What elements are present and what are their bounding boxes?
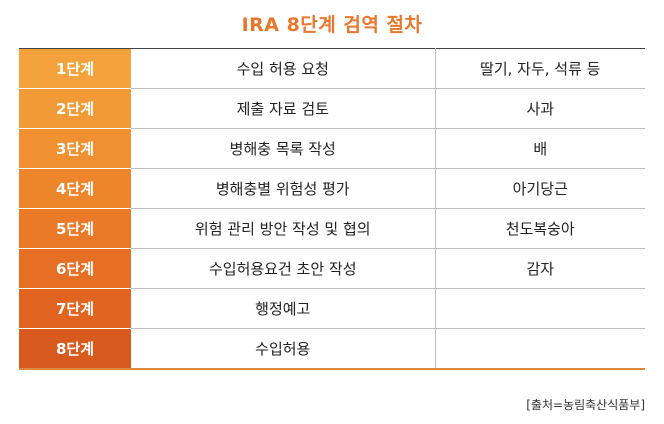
table-title: IRA 8단계 검역 절차 (241, 14, 423, 36)
step-label: 6단계 (19, 248, 131, 289)
process-cell: 병해충 목록 작성 (131, 128, 435, 169)
table-row: 1단계 수입 허용 요청 딸기, 자두, 석류 등 (19, 48, 645, 89)
table-row: 2단계 제출 자료 검토 사과 (19, 88, 645, 129)
item-cell: 배 (434, 128, 645, 169)
item-cell: 아기당근 (434, 168, 645, 209)
process-cell: 위험 관리 방안 작성 및 협의 (131, 208, 435, 249)
step-label: 5단계 (19, 208, 131, 249)
table-row: 6단계 수입허용요건 초안 작성 감자 (19, 248, 645, 289)
step-label: 8단계 (19, 328, 131, 369)
process-cell: 병해충별 위험성 평가 (131, 168, 435, 209)
source-note: [출처=농림축산식품부] (526, 398, 645, 412)
step-label: 2단계 (19, 88, 131, 129)
table-row: 3단계 병해충 목록 작성 배 (19, 128, 645, 169)
item-cell: 사과 (434, 88, 645, 129)
table-row: 5단계 위험 관리 방안 작성 및 협의 천도복숭아 (19, 208, 645, 249)
step-label: 7단계 (19, 288, 131, 329)
process-cell: 제출 자료 검토 (131, 88, 435, 129)
process-cell: 수입허용 (255, 340, 311, 358)
item-cell: 천도복숭아 (434, 208, 645, 249)
process-cell: 수입 허용 요청 (131, 48, 435, 89)
item-cell: 감자 (434, 248, 645, 289)
process-cell: 행정예고 (131, 288, 435, 329)
step-label: 3단계 (19, 128, 131, 169)
quarantine-steps-table: 1단계 수입 허용 요청 딸기, 자두, 석류 등 2단계 제출 자료 검토 사과 3단계 병… (19, 48, 645, 370)
item-cell (434, 288, 645, 329)
step-label: 1단계 (19, 48, 131, 89)
table-row: 7단계 행정예고 (19, 288, 645, 329)
item-cell (434, 328, 645, 369)
step-label: 4단계 (19, 168, 131, 209)
item-cell: 딸기, 자두, 석류 등 (434, 48, 645, 89)
table-row: 8단계 수입허용 (19, 328, 645, 369)
table-row: 4단계 병해충별 위험성 평가 아기당근 (19, 168, 645, 209)
process-cell: 수입허용요건 초안 작성 (131, 248, 435, 289)
